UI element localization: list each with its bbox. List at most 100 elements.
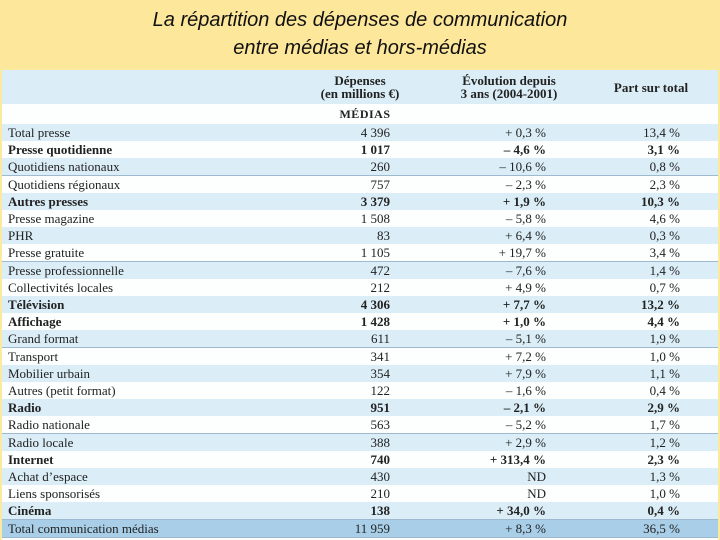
row-label: Affichage — [8, 314, 62, 330]
row-spend: 354 — [370, 365, 391, 381]
table-row: Radio locale 388 + 2,9 % 1,2 % — [2, 433, 718, 452]
row-spend: 1 017 — [360, 142, 390, 158]
row-label: Autres presses — [8, 193, 89, 209]
row-share: 1,0 % — [649, 348, 680, 364]
row-share: 0,3 % — [649, 228, 680, 244]
table-row: Presse magazine 1 508 – 5,8 % 4,6 % — [2, 210, 718, 228]
row-evolution: – 2,1 % — [503, 400, 546, 416]
row-label: Total communication médias — [8, 520, 159, 536]
row-evolution: + 34,0 % — [496, 503, 546, 519]
row-spend: 83 — [377, 228, 390, 244]
row-share: 2,3 % — [649, 176, 680, 192]
row-spend: 611 — [370, 331, 390, 347]
row-spend: 1 105 — [360, 245, 390, 261]
row-share: 0,8 % — [649, 159, 680, 175]
row-share: 0,4 % — [647, 503, 681, 519]
table-row: Total presse 4 396 + 0,3 % 13,4 % — [2, 124, 718, 142]
header-spend-line-2: (en millions €) — [320, 86, 400, 101]
row-spend: 210 — [370, 486, 391, 502]
row-label: Collectivités locales — [8, 279, 114, 295]
row-spend: 1 428 — [360, 314, 390, 330]
total-row: Total communication médias 11 959 + 8,3 % 3… — [2, 519, 718, 538]
row-share: 0,7 % — [649, 279, 680, 295]
row-evolution: + 1,9 % — [502, 193, 546, 209]
row-label: Cinéma — [8, 503, 52, 519]
row-label: Quotidiens régionaux — [8, 176, 121, 192]
row-spend: 472 — [370, 262, 391, 278]
row-evolution: + 2,9 % — [505, 434, 546, 450]
header-evolution-line-1: Évolution depuis — [462, 73, 556, 88]
row-share: 1,4 % — [649, 262, 680, 278]
row-share: 10,3 % — [641, 193, 680, 209]
row-label: Radio — [8, 400, 42, 416]
table-row: Internet 740 + 313,4 % 2,3 % — [2, 450, 718, 469]
row-spend: 11 959 — [354, 520, 390, 536]
row-spend: 388 — [370, 434, 391, 450]
table-row: Collectivités locales 212 + 4,9 % 0,7 % — [2, 278, 718, 297]
row-spend: 212 — [370, 279, 391, 295]
table-row: Autres (petit format) 122 – 1,6 % 0,4 % — [2, 382, 718, 400]
row-evolution: + 4,9 % — [505, 279, 546, 295]
row-evolution: ND — [527, 469, 546, 484]
row-share: 1,0 % — [649, 486, 680, 502]
row-evolution: + 313,4 % — [489, 451, 546, 467]
row-evolution: + 6,4 % — [505, 228, 546, 244]
row-spend: 4 306 — [360, 297, 390, 312]
row-label: Radio locale — [8, 434, 74, 450]
row-spend: 3 379 — [360, 193, 390, 209]
row-spend: 951 — [370, 400, 391, 416]
row-share: 1,9 % — [649, 331, 680, 347]
row-evolution: + 7,7 % — [502, 297, 546, 312]
row-evolution: – 2,3 % — [505, 176, 546, 192]
row-share: 13,4 % — [643, 125, 680, 140]
row-spend: 260 — [370, 159, 391, 175]
row-spend: 563 — [370, 417, 391, 433]
header-share-line-1: Part sur total — [613, 80, 689, 95]
row-spend: 757 — [370, 176, 391, 192]
table-row: Presse professionnelle 472 – 7,6 % 1,4 % — [2, 261, 718, 280]
row-spend: 1 508 — [360, 211, 390, 226]
table-row: Affichage 1 428 + 1,0 % 4,4 % — [2, 313, 718, 332]
row-label: Presse quotidienne — [8, 142, 113, 158]
row-label: Grand format — [8, 331, 79, 347]
table-header — [2, 70, 718, 104]
row-evolution: + 7,9 % — [505, 365, 546, 381]
row-share: 4,4 % — [647, 314, 681, 330]
row-label: Mobilier urbain — [8, 365, 90, 381]
row-spend: 341 — [370, 348, 391, 364]
header-share: Part sur total — [596, 81, 706, 94]
table-row: Presse quotidienne 1 017 – 4,6 % 3,1 % — [2, 141, 718, 160]
row-share: 36,5 % — [643, 520, 680, 536]
row-label: PHR — [8, 228, 34, 244]
row-label: Internet — [8, 451, 54, 467]
row-label: Presse gratuite — [8, 245, 85, 261]
row-evolution: – 7,6 % — [505, 262, 546, 278]
table-row: Achat d’espace 430 ND 1,3 % — [2, 468, 718, 486]
section-label: MÉDIAS — [339, 107, 391, 121]
row-share: 4,6 % — [649, 211, 680, 226]
row-label: Autres (petit format) — [8, 383, 116, 398]
header-evolution: Évolution depuis 3 ans (2004-2001) — [436, 74, 582, 100]
row-spend: 430 — [370, 469, 391, 484]
row-share: 1,2 % — [649, 434, 680, 450]
row-evolution: – 5,8 % — [505, 211, 546, 226]
table-row: Transport 341 + 7,2 % 1,0 % — [2, 347, 718, 366]
row-evolution: – 5,2 % — [505, 417, 546, 433]
table-row: Grand format 611 – 5,1 % 1,9 % — [2, 330, 718, 349]
row-evolution: + 0,3 % — [505, 125, 546, 140]
row-evolution: – 5,1 % — [505, 331, 546, 347]
row-spend: 740 — [370, 451, 391, 467]
title-banner: La répartition des dépenses de communica… — [0, 0, 720, 68]
row-label: Total presse — [8, 125, 71, 140]
table-row: Autres presses 3 379 + 1,9 % 10,3 % — [2, 192, 718, 211]
row-share: 13,2 % — [641, 297, 680, 312]
row-evolution: + 19,7 % — [498, 245, 546, 261]
table-row: Quotidiens régionaux 757 – 2,3 % 2,3 % — [2, 175, 718, 194]
table-row: Quotidiens nationaux 260 – 10,6 % 0,8 % — [2, 158, 718, 177]
row-share: 2,3 % — [647, 451, 681, 467]
row-share: 1,3 % — [649, 469, 680, 484]
row-share: 1,1 % — [649, 365, 680, 381]
row-spend: 4 396 — [360, 125, 390, 140]
row-label: Quotidiens nationaux — [8, 159, 120, 175]
section-row — [2, 104, 718, 124]
